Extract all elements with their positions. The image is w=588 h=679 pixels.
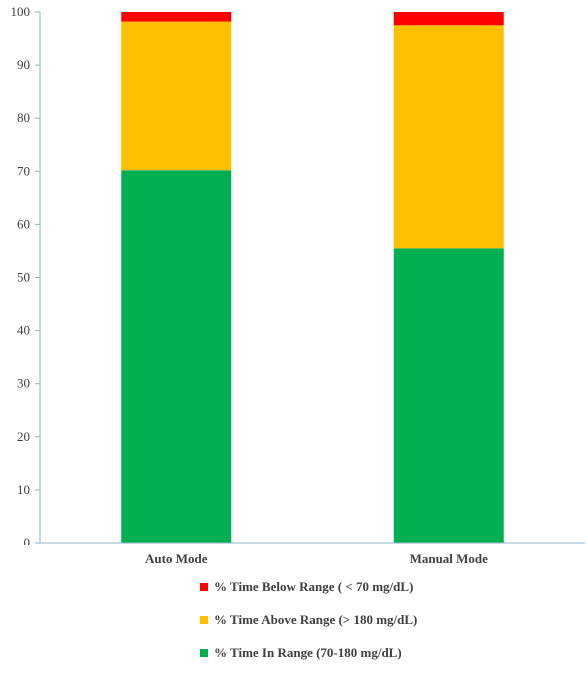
y-axis: 0 10 20 30 40 50 60 70 80 90 100 (11, 4, 41, 545)
x-category-label: Auto Mode (145, 551, 208, 566)
legend-label: % Time In Range (70-180 mg/dL) (214, 645, 402, 660)
x-category-label: Manual Mode (410, 551, 489, 566)
bar-segment (393, 25, 504, 249)
y-tick-label: 60 (17, 216, 30, 231)
legend-label: % Time Above Range (> 180 mg/dL) (214, 612, 418, 627)
legend-item-above-range: % Time Above Range (> 180 mg/dL) (200, 612, 580, 627)
y-tick-label: 100 (11, 4, 31, 19)
y-tick-label: 30 (17, 376, 30, 391)
legend-item-in-range: % Time In Range (70-180 mg/dL) (200, 645, 580, 660)
legend-item-below-range: % Time Below Range ( < 70 mg/dL) (200, 579, 580, 594)
bar-segment (393, 248, 504, 544)
legend-label: % Time Below Range ( < 70 mg/dL) (214, 579, 414, 594)
y-tick-label: 90 (17, 57, 30, 72)
y-tick-label: 20 (17, 429, 30, 444)
bar-segment (121, 21, 232, 171)
y-tick-label: 50 (17, 270, 30, 285)
y-tick-label: 70 (17, 163, 30, 178)
y-tick-label: 40 (17, 323, 30, 338)
x-category-labels: Auto Mode Manual Mode (145, 551, 489, 566)
legend-swatch-green (200, 649, 208, 657)
legend: % Time Below Range ( < 70 mg/dL) % Time … (200, 579, 580, 679)
y-tick-label: 10 (17, 482, 30, 497)
stacked-bar-chart: 0 10 20 30 40 50 60 70 80 90 100 (11, 4, 585, 545)
legend-swatch-yellow (200, 616, 208, 624)
y-tick-label: 80 (17, 110, 30, 125)
bar-segment (121, 12, 232, 22)
bar-segment (121, 170, 232, 543)
bar-segment (393, 12, 504, 26)
legend-swatch-red (200, 583, 208, 591)
y-tick-label: 0 (24, 535, 31, 545)
bars (121, 12, 504, 544)
